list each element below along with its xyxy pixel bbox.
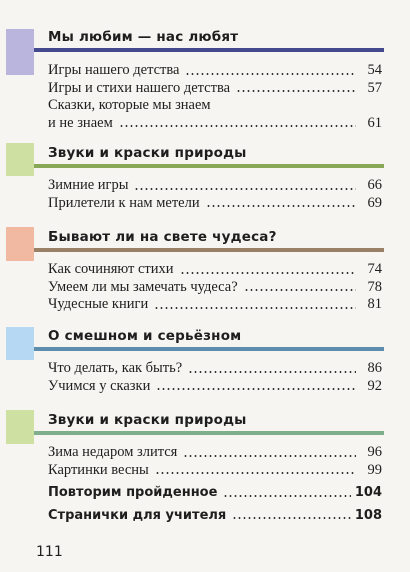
entry-page: 99: [367, 461, 383, 478]
toc-entry[interactable]: Картинки весны 99: [48, 462, 382, 480]
section-2-rule: [34, 164, 384, 168]
entry-title: Странички для учителя: [48, 507, 227, 523]
entry-page: 96: [367, 444, 383, 460]
dot-leader: [154, 305, 356, 310]
section-5-entries: Зима недаром злится 96 Картинки весны 99…: [48, 444, 382, 524]
dot-leader: [188, 369, 356, 374]
entry-title: Зима недаром злится: [48, 444, 178, 460]
entry-title-line1: Сказки, которые мы знаем: [48, 97, 211, 113]
toc-entry[interactable]: Зима недаром злится 96: [48, 444, 382, 462]
entry-page: 92: [367, 377, 383, 394]
section-2-entries: Зимние игры 66 Прилетели к нам метели 69: [48, 177, 382, 212]
section-3-title: Бывают ли на свете чудеса?: [48, 229, 277, 245]
entry-page: 54: [367, 62, 383, 78]
dot-leader: [185, 71, 356, 76]
section-5-title: Звуки и краски природы: [48, 412, 247, 428]
entry-page: 69: [367, 194, 383, 211]
entry-title: Чудесные книги: [48, 296, 149, 312]
toc-entry[interactable]: Повторим пройденное 104: [48, 484, 382, 502]
section-5-rule: [34, 431, 384, 435]
dot-leader: [118, 124, 356, 128]
toc-entry[interactable]: Как сочиняют стихи 74: [48, 261, 382, 279]
entry-page: 61: [367, 114, 383, 131]
section-4-title: О смешном и серьёзном: [48, 328, 242, 344]
entry-title-line2: и не знаем: [48, 114, 113, 131]
section-3-entries: Как сочиняют стихи 74 Умеем ли мы замеча…: [48, 261, 382, 314]
toc-entry[interactable]: Зимние игры 66: [48, 177, 382, 195]
dot-leader: [179, 270, 356, 275]
entry-title: Учимся у сказки: [48, 377, 151, 394]
section-1-title: Мы любим — нас любят: [48, 29, 239, 45]
entry-title: Что делать, как быть?: [48, 360, 183, 376]
section-5-marker: [6, 410, 34, 444]
entry-title: Повторим пройденное: [48, 485, 218, 500]
section-2-title: Звуки и краски природы: [48, 145, 247, 161]
section-3-rule: [34, 248, 384, 252]
entry-title: Зимние игры: [48, 177, 129, 193]
dot-leader: [183, 453, 356, 458]
entry-page: 66: [367, 177, 383, 193]
toc-entry[interactable]: Сказки, которые мы знаем и не знаем 61: [48, 97, 382, 132]
entry-title: Умеем ли мы замечать чудеса?: [48, 278, 238, 295]
entry-title: Игры нашего детства: [48, 62, 180, 78]
section-4-marker: [6, 327, 34, 360]
toc-entry[interactable]: Умеем ли мы замечать чудеса? 78: [48, 279, 382, 297]
dot-leader: [243, 288, 356, 292]
entry-page: 74: [367, 261, 383, 277]
section-4-rule: [34, 347, 384, 351]
entry-page: 81: [367, 296, 383, 312]
section-1-entries: Игры нашего детства 54 Игры и стихи наше…: [48, 62, 382, 132]
toc-entry[interactable]: Игры и стихи нашего детства 57: [48, 80, 382, 98]
section-2-marker: [6, 143, 34, 176]
dot-leader: [154, 471, 356, 475]
section-1-marker: [6, 29, 34, 75]
entry-page: 108: [354, 507, 382, 523]
entry-title: Картинки весны: [48, 461, 149, 478]
toc-entry[interactable]: Странички для учителя 108: [48, 507, 382, 525]
dot-leader: [205, 204, 356, 208]
entry-page: 104: [354, 485, 382, 500]
toc-entry[interactable]: Прилетели к нам метели 69: [48, 195, 382, 213]
toc-entry[interactable]: Учимся у сказки 92: [48, 378, 382, 396]
page-number: 111: [36, 544, 63, 560]
entry-title: Прилетели к нам метели: [48, 194, 200, 211]
entry-page: 86: [367, 360, 383, 376]
section-3-marker: [6, 227, 34, 261]
toc-entry[interactable]: Чудесные книги 81: [48, 296, 382, 314]
entry-title: Игры и стихи нашего детства: [48, 79, 231, 96]
dot-leader: [232, 516, 351, 520]
entry-title: Как сочиняют стихи: [48, 261, 174, 277]
entry-page: 57: [367, 79, 383, 96]
section-4-entries: Что делать, как быть? 86 Учимся у сказки…: [48, 360, 382, 395]
toc-entry[interactable]: Что делать, как быть? 86: [48, 360, 382, 378]
dot-leader: [156, 387, 356, 391]
section-1-rule: [34, 48, 384, 52]
dot-leader: [236, 89, 356, 93]
dot-leader: [223, 493, 351, 498]
toc-entry[interactable]: Игры нашего детства 54: [48, 62, 382, 80]
dot-leader: [134, 186, 356, 191]
entry-page: 78: [367, 278, 383, 295]
